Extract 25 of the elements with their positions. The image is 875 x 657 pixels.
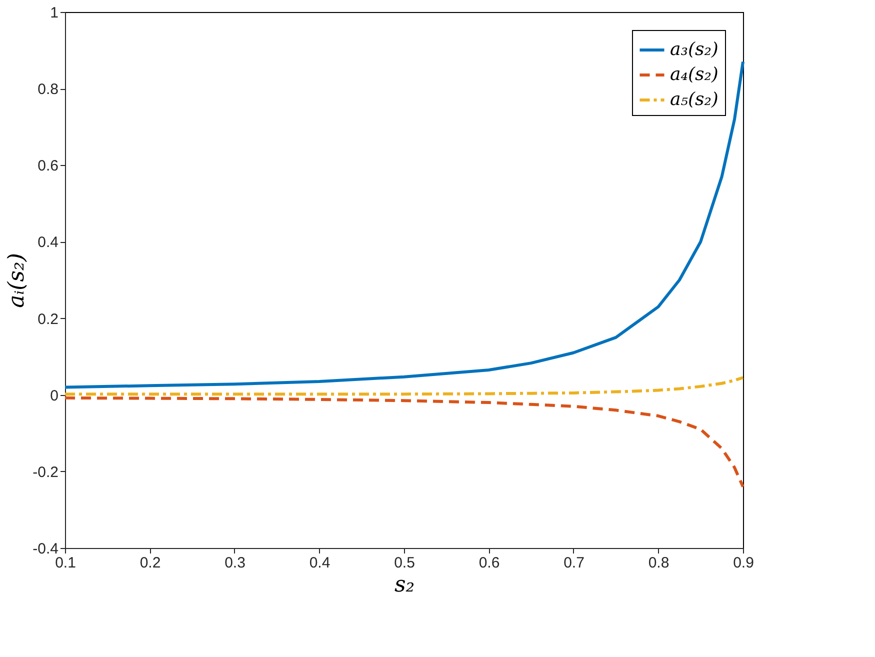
line-series — [64, 396, 744, 488]
y-tick-label: 1 — [50, 4, 58, 22]
legend-label: a₃(s₂) — [670, 39, 718, 60]
x-tick-label: 0.1 — [55, 554, 76, 572]
y-tick-label: 0 — [50, 387, 58, 404]
y-tick-label: -0.4 — [32, 540, 58, 558]
x-tick-label: 0.3 — [224, 554, 246, 572]
y-axis-title: aᵢ(s₂) — [4, 253, 30, 308]
x-tick-label: 0.7 — [564, 554, 584, 572]
y-tick-label: 0.2 — [38, 310, 58, 328]
line-series — [64, 60, 744, 389]
y-tick-label: 0.4 — [38, 234, 58, 252]
legend-label: a₄(s₂) — [670, 64, 718, 85]
legend-label: a₅(s₂) — [670, 89, 718, 110]
x-tick-label: 0.2 — [140, 554, 161, 572]
x-tick-label: 0.4 — [309, 554, 330, 572]
y-tick-label: 0.8 — [38, 81, 58, 98]
y-tick-label: -0.2 — [32, 464, 58, 481]
x-tick-label: 0.5 — [394, 554, 415, 572]
x-tick-label: 0.6 — [478, 554, 500, 572]
line-series — [64, 376, 744, 396]
y-tick-label: 0.6 — [38, 158, 58, 175]
x-axis-title: s₂ — [394, 572, 415, 598]
x-tick-label: 0.9 — [733, 554, 754, 572]
x-tick-label: 0.8 — [648, 554, 670, 572]
